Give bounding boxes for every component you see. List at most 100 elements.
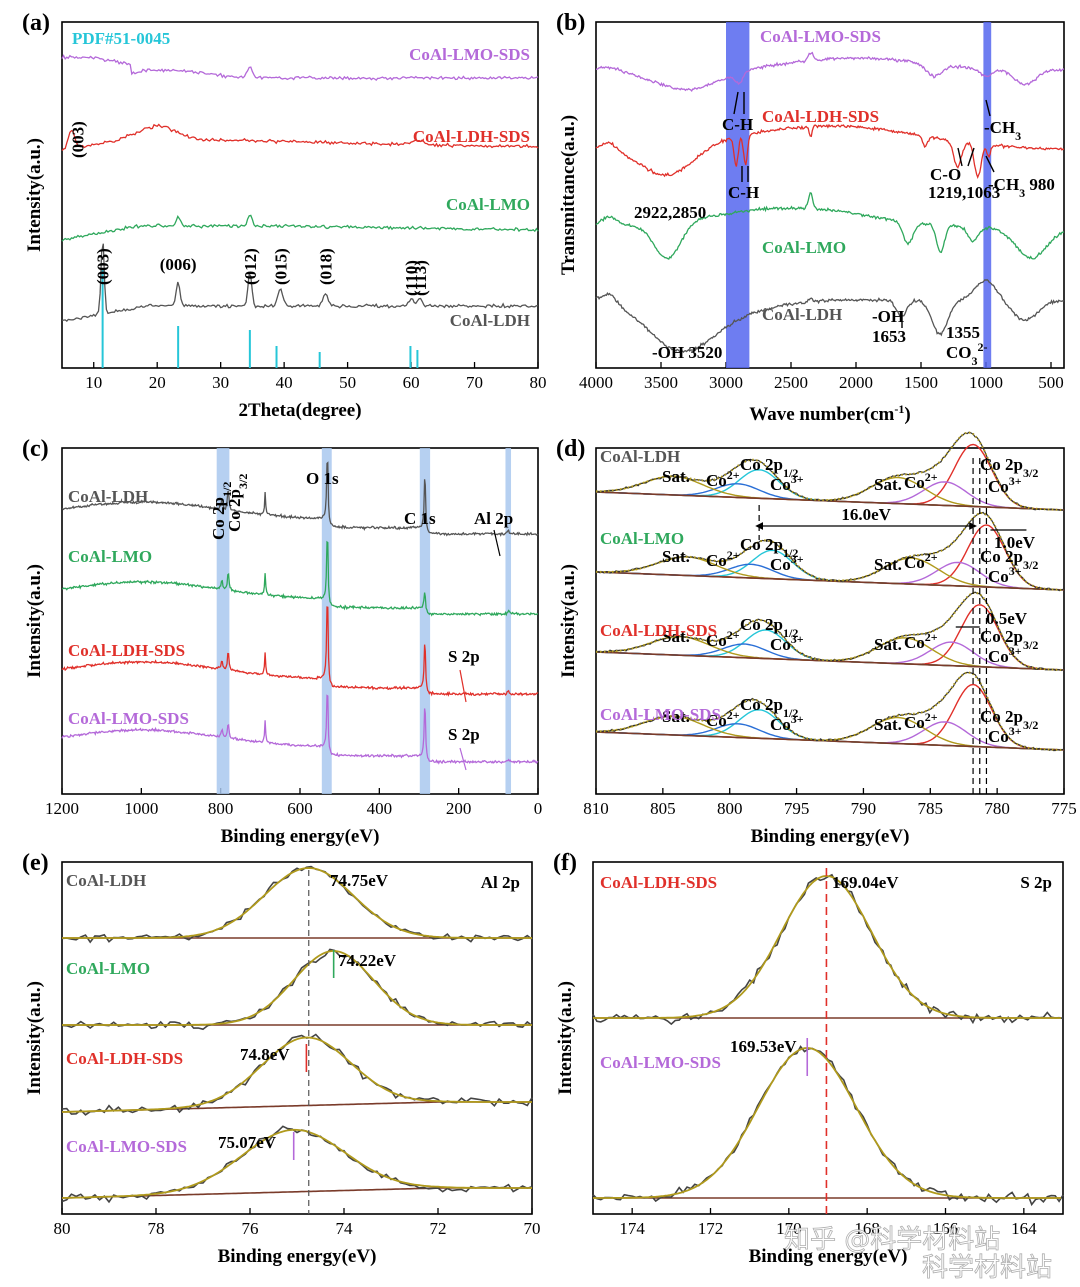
x-tick-label: 3500 bbox=[644, 373, 678, 392]
peak-value-label: 74.75eV bbox=[330, 871, 389, 890]
annotation-arrow bbox=[459, 669, 467, 703]
annotation: 2922,2850 bbox=[634, 203, 706, 222]
watermark: 科学材料站 bbox=[922, 1253, 1052, 1283]
x-tick-label: 80 bbox=[54, 1219, 71, 1238]
x-tick-label: 795 bbox=[784, 799, 810, 818]
peak-label: (018) bbox=[316, 248, 335, 285]
series-line bbox=[596, 51, 1065, 92]
peak-label: Co 2p1/2 bbox=[209, 482, 234, 540]
series-line bbox=[61, 214, 539, 242]
highlight-band bbox=[983, 22, 992, 368]
x-tick-label: 1000 bbox=[124, 799, 158, 818]
annotation: 1.0eV bbox=[994, 533, 1036, 552]
peak-label: (012) bbox=[241, 248, 260, 285]
panel-label: (d) bbox=[556, 436, 585, 462]
fit-line bbox=[61, 1036, 532, 1113]
background-line bbox=[595, 491, 1065, 511]
panel-label: (c) bbox=[22, 436, 49, 462]
peak-label: (110) bbox=[402, 260, 421, 296]
background-line bbox=[595, 571, 1065, 591]
series-label: CoAl-LDH-SDS bbox=[66, 1049, 183, 1068]
component-label: Co 2p3/2 bbox=[980, 627, 1038, 652]
peak-value-label: 74.22eV bbox=[338, 951, 397, 970]
x-axis-label: Binding energy(eV) bbox=[221, 826, 380, 847]
component-label: Sat. bbox=[874, 715, 902, 734]
component-label: Co3+ bbox=[770, 712, 804, 734]
panel-d: 810 805 800 795 790 785 780 775 Binding energy(e… bbox=[556, 431, 1077, 847]
annotation-arrow bbox=[985, 155, 995, 173]
x-tick-label: 400 bbox=[367, 799, 393, 818]
x-tick-label: 2500 bbox=[774, 373, 808, 392]
x-tick-label: 74 bbox=[336, 1219, 354, 1238]
panel-e: 80 78 76 74 72 70 Binding energy(eV) Intensity(… bbox=[22, 850, 541, 1267]
component-label: Sat. bbox=[874, 635, 902, 654]
element-label: Al 2p bbox=[481, 873, 520, 892]
x-tick-label: 70 bbox=[524, 1219, 541, 1238]
panel-c: 1200 1000 800 600 400 200 0 Binding energy(eV) I… bbox=[22, 436, 542, 847]
series-label: CoAl-LMO-SDS bbox=[600, 1053, 721, 1072]
component-label: Co 2p1/2 bbox=[740, 455, 798, 480]
peak-label: S 2p bbox=[448, 647, 480, 666]
peak-value-label: 169.53eV bbox=[730, 1037, 797, 1056]
panel-label: (a) bbox=[22, 10, 50, 36]
component-label: Co3+ bbox=[988, 724, 1022, 746]
annotation: -CH3 980 bbox=[988, 175, 1055, 200]
panel-f: 174 172 170 168 166 164 Binding energy(eV) Inte… bbox=[553, 850, 1064, 1267]
peak-value-label: 169.04eV bbox=[832, 873, 899, 892]
x-tick-label: 1200 bbox=[45, 799, 79, 818]
component-label: Sat. bbox=[662, 627, 690, 646]
component-label: Co2+ bbox=[706, 628, 740, 650]
annotation-arrow bbox=[957, 147, 975, 167]
data-line bbox=[61, 865, 533, 944]
series-line bbox=[595, 123, 1065, 180]
peak-value-label: 74.8eV bbox=[240, 1045, 290, 1064]
fit-line bbox=[593, 875, 1061, 1019]
component-label: Co2+ bbox=[904, 550, 938, 572]
series-line bbox=[61, 123, 539, 152]
highlight-band bbox=[505, 448, 512, 794]
component-label: Co2+ bbox=[904, 630, 938, 652]
x-axis-label: Binding energy(eV) bbox=[749, 1246, 908, 1267]
x-tick-label: 800 bbox=[717, 799, 743, 818]
series-label: CoAl-LMO-SDS bbox=[600, 705, 721, 724]
x-tick-label: 780 bbox=[984, 799, 1010, 818]
component-label: Co2+ bbox=[706, 708, 740, 730]
annotation-arrow bbox=[741, 166, 749, 182]
peak-label: S 2p bbox=[448, 725, 480, 744]
series-label: CoAl-LDH bbox=[450, 311, 530, 330]
series-line bbox=[61, 243, 539, 322]
component-label: Sat. bbox=[874, 555, 902, 574]
x-axis-label: Wave number(cm-1) bbox=[749, 402, 910, 425]
component-label: Co3+ bbox=[988, 474, 1022, 496]
series-label: CoAl-LMO-SDS bbox=[760, 27, 881, 46]
series-label: CoAl-LMO bbox=[68, 547, 152, 566]
peak-label: (003) bbox=[94, 248, 113, 285]
series-line bbox=[595, 278, 1065, 354]
data-line bbox=[596, 431, 1064, 511]
x-tick-label: 810 bbox=[583, 799, 609, 818]
x-tick-label: 790 bbox=[851, 799, 877, 818]
series-label: CoAl-LMO bbox=[600, 529, 684, 548]
x-tick-label: 500 bbox=[1038, 373, 1064, 392]
x-tick-label: 40 bbox=[276, 373, 293, 392]
annotation-arrow bbox=[493, 529, 501, 557]
annotation: 0.5eV bbox=[986, 609, 1028, 628]
x-tick-label: 800 bbox=[208, 799, 234, 818]
y-axis-label: Intensity(a.u.) bbox=[558, 564, 579, 678]
series-label: CoAl-LDH bbox=[600, 447, 680, 466]
x-tick-label: 72 bbox=[430, 1219, 447, 1238]
x-tick-label: 166 bbox=[933, 1219, 959, 1238]
peak-value-label: 75.07eV bbox=[218, 1133, 277, 1152]
component-label: Co 2p1/2 bbox=[740, 615, 798, 640]
component-label: Co2+ bbox=[904, 710, 938, 732]
peak-label: Co 2p3/2 bbox=[225, 474, 250, 532]
plot-frame bbox=[61, 21, 539, 369]
plot-frame bbox=[592, 861, 1064, 1215]
annotation: -CH3 bbox=[984, 118, 1021, 143]
series-line bbox=[61, 606, 539, 697]
fit-line bbox=[62, 867, 532, 939]
panel-label: (b) bbox=[556, 10, 585, 36]
x-tick-label: 805 bbox=[650, 799, 676, 818]
highlight-band bbox=[419, 448, 431, 794]
series-line bbox=[61, 540, 539, 617]
